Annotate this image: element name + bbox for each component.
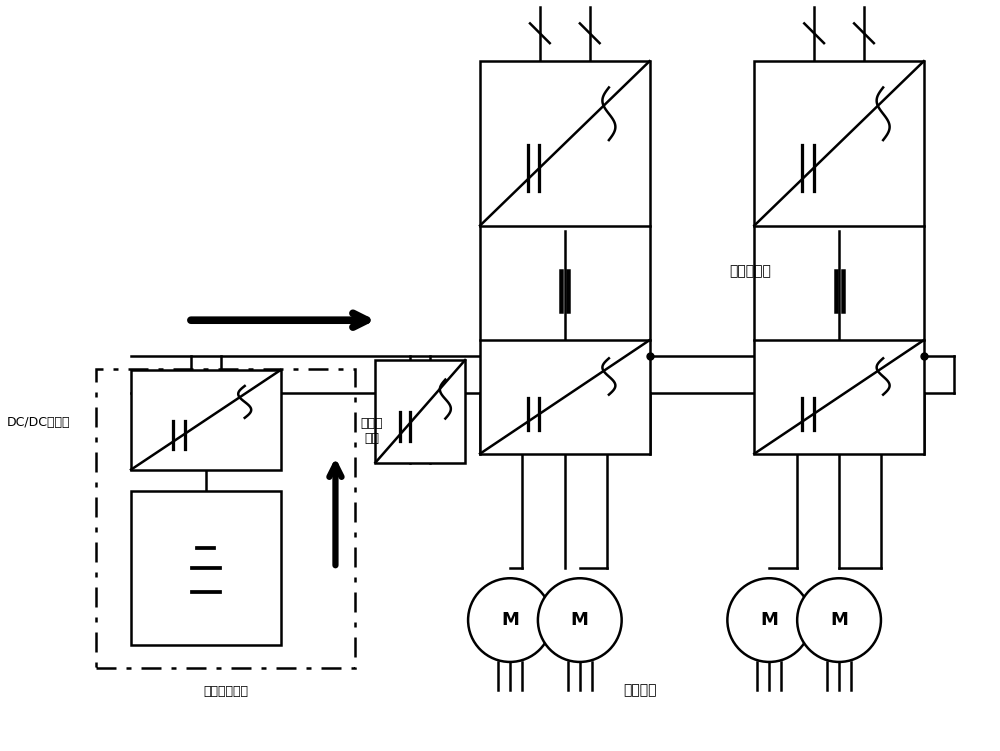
Bar	[480, 61, 650, 225]
Text: M: M	[830, 611, 848, 629]
Text: 辅助变
流器: 辅助变 流器	[360, 417, 383, 445]
Text: 燃料电池系统: 燃料电池系统	[203, 685, 248, 698]
Text: M: M	[571, 611, 589, 629]
Bar	[96, 369, 355, 668]
Bar	[754, 340, 924, 454]
Circle shape	[468, 578, 552, 662]
Bar	[131, 490, 281, 645]
Text: DC/DC转换器: DC/DC转换器	[6, 416, 70, 430]
Circle shape	[538, 578, 622, 662]
Bar	[375, 360, 465, 463]
Bar	[131, 370, 281, 469]
Bar	[480, 340, 650, 454]
Text: M: M	[501, 611, 519, 629]
Circle shape	[797, 578, 881, 662]
Text: 牵引变流器: 牵引变流器	[729, 264, 771, 279]
Text: 牵引电机: 牵引电机	[623, 683, 656, 697]
Bar	[754, 61, 924, 225]
Circle shape	[727, 578, 811, 662]
Text: M: M	[760, 611, 778, 629]
